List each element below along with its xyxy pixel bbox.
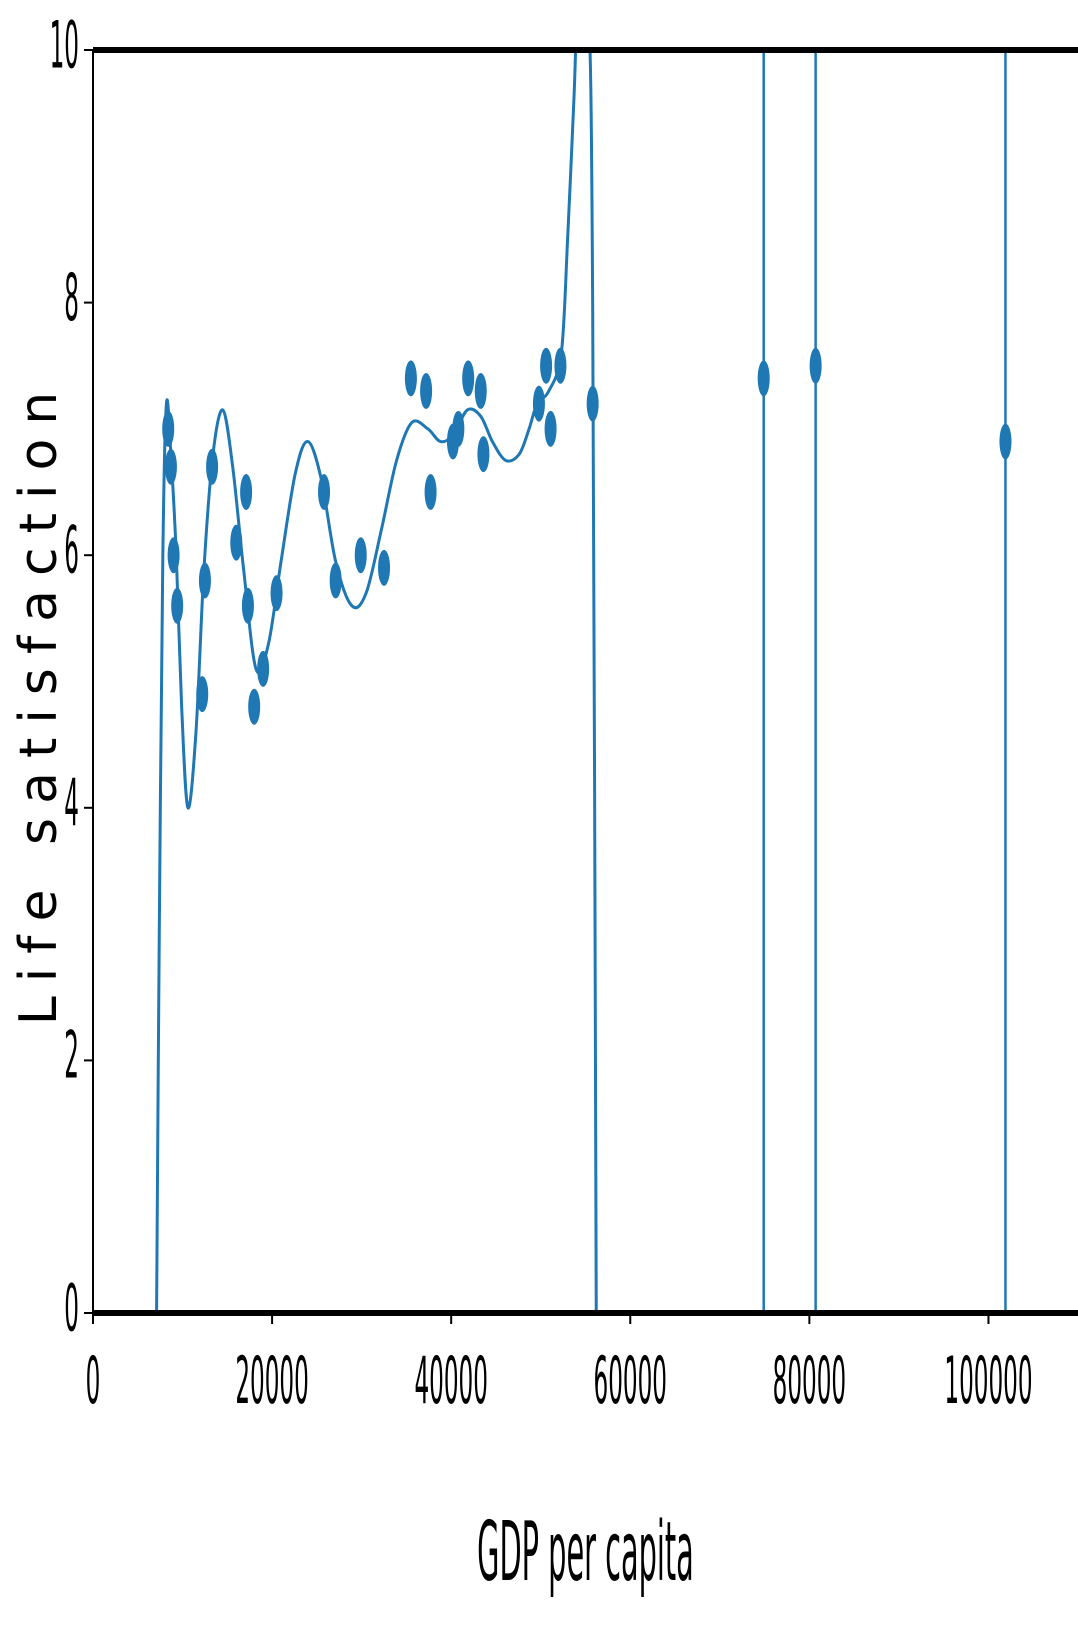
y-tick-label-group: 10	[50, 7, 79, 83]
data-point	[270, 575, 283, 612]
y-tick-label-group: 2	[64, 1018, 79, 1094]
data-point	[206, 448, 219, 485]
data-point	[424, 474, 437, 511]
data-point	[171, 587, 184, 624]
x-axis-title-group: GDP per capita	[477, 1505, 694, 1600]
data-point	[198, 562, 211, 599]
y-tick-label-group: 0	[64, 1270, 79, 1346]
x-axis-title: GDP per capita	[477, 1505, 694, 1600]
data-point	[162, 410, 175, 447]
y-tick-label-group: 8	[64, 260, 79, 336]
data-point	[420, 373, 433, 410]
y-tick-label-group: 6	[64, 513, 79, 589]
data-point	[404, 360, 417, 397]
data-point	[230, 524, 243, 561]
y-axis-title-group: Life satisfaction	[9, 378, 69, 1026]
data-point	[164, 448, 177, 485]
data-point	[544, 410, 557, 447]
x-tick-label-group: 20000	[235, 1343, 308, 1419]
data-point	[196, 676, 209, 713]
y-tick-label: 10	[50, 7, 79, 83]
y-tick-label-group: 4	[64, 765, 79, 841]
x-tick-label-group: 60000	[594, 1343, 667, 1419]
y-tick-label: 6	[64, 513, 79, 589]
data-point	[167, 537, 180, 574]
x-tick-label-group: 40000	[414, 1343, 487, 1419]
data-point	[257, 650, 270, 687]
data-point	[586, 385, 599, 422]
data-point	[477, 436, 490, 473]
data-point	[474, 373, 487, 410]
data-point	[757, 360, 770, 397]
x-tick-label: 80000	[773, 1343, 846, 1419]
x-tick-label-group: 0	[86, 1343, 101, 1419]
data-point	[354, 537, 367, 574]
data-point	[554, 347, 567, 384]
x-tick-label-group: 100000	[944, 1343, 1032, 1419]
data-point	[452, 410, 465, 447]
y-axis-title: Life satisfaction	[9, 378, 69, 1026]
y-tick-label: 8	[64, 260, 79, 336]
x-tick-label-group: 80000	[773, 1343, 846, 1419]
x-tick-label: 20000	[235, 1343, 308, 1419]
plot-area	[155, 48, 1012, 1314]
data-point	[809, 347, 822, 384]
data-point	[378, 549, 391, 586]
y-tick-label: 0	[64, 1270, 79, 1346]
data-point	[248, 688, 261, 725]
x-tick-label: 0	[86, 1343, 101, 1419]
data-point	[462, 360, 475, 397]
data-point	[318, 474, 331, 511]
data-point	[999, 423, 1012, 460]
data-point	[329, 562, 342, 599]
y-tick-label: 2	[64, 1018, 79, 1094]
data-point	[241, 587, 254, 624]
x-tick-label: 40000	[414, 1343, 487, 1419]
fit-curve-line	[155, 48, 598, 1314]
data-point	[532, 385, 545, 422]
x-tick-label: 100000	[944, 1343, 1032, 1419]
data-point	[540, 347, 553, 384]
y-tick-label: 4	[64, 765, 79, 841]
data-point	[240, 474, 253, 511]
x-tick-label: 60000	[594, 1343, 667, 1419]
